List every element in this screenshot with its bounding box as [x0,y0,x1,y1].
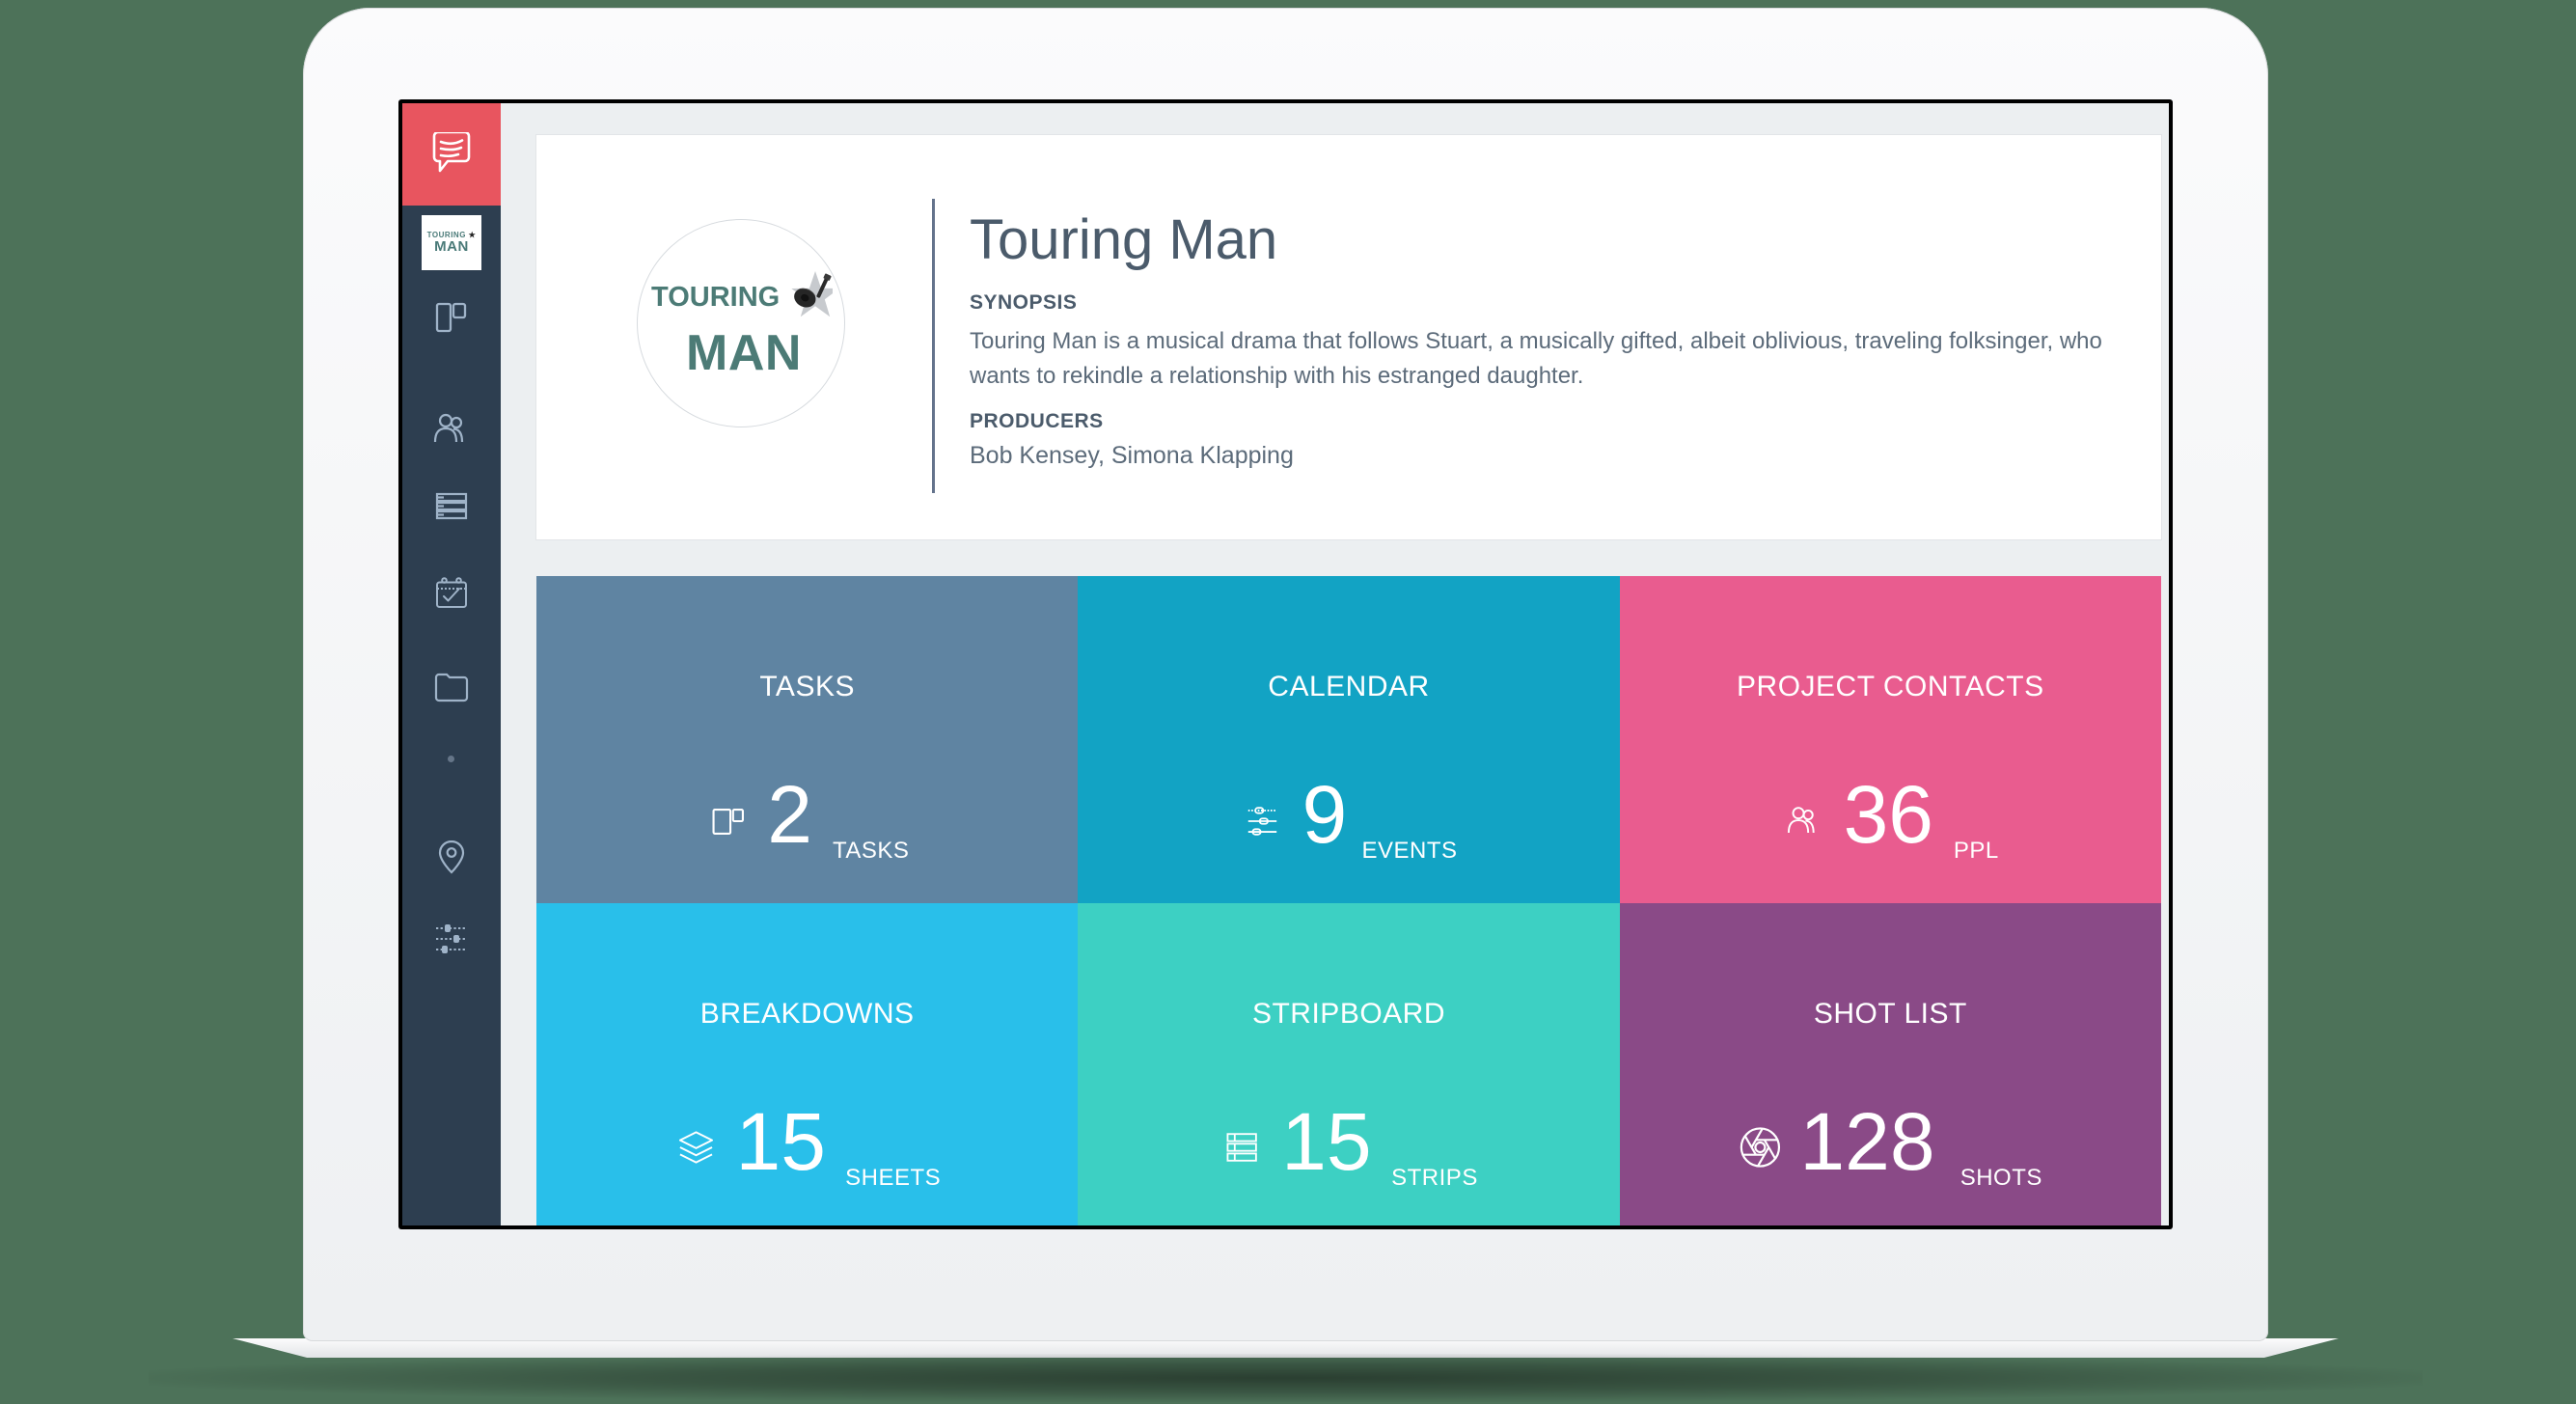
svg-text:128: 128 [1800,1096,1935,1187]
svg-text:TOURING: TOURING [651,282,780,313]
svg-text:36: 36 [1844,769,1933,860]
svg-text:15: 15 [1281,1096,1371,1187]
svg-text:9: 9 [1302,769,1347,860]
svg-text:Touring Man: Touring Man [970,208,1277,271]
svg-text:MAN: MAN [686,325,802,381]
svg-text:15: 15 [735,1096,825,1187]
svg-text:2: 2 [767,769,812,860]
